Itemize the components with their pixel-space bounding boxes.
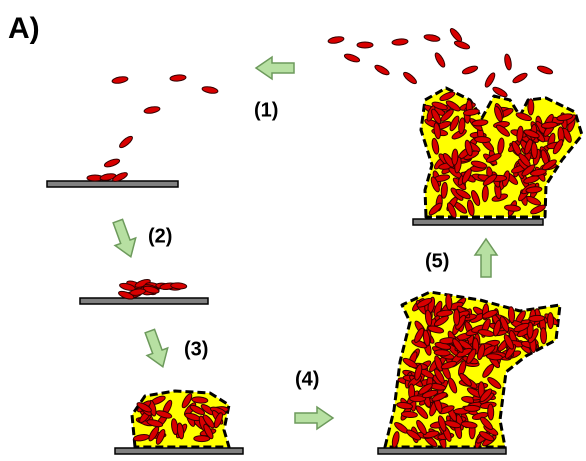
bacterium [540,328,547,344]
bacterium [528,99,534,115]
bacterium [487,404,494,420]
bacterium [482,186,489,202]
bacterium [118,135,134,150]
bacterium [357,42,373,48]
bacterium [512,71,529,84]
bacterium [483,72,496,89]
bacterium [171,282,187,289]
bacterium [328,36,345,45]
bacterium [453,309,459,325]
arrow [108,217,142,260]
bacterium [433,52,446,69]
bacterium [461,64,478,75]
bacterium [392,38,408,45]
step-label: (5) [425,250,449,272]
arrow [256,57,294,79]
bacterium [536,64,553,75]
bacterium [453,39,470,50]
bacterium [194,436,210,442]
step-label: (2) [148,225,172,247]
bacterium [547,313,553,329]
biofilm-diagram: A) (1) (2) (3) (4) (5) [0,0,586,461]
bacterium [112,76,129,85]
arrow [295,407,333,429]
panel-label: A) [8,12,40,45]
bacterium [144,106,161,115]
bacterium [202,86,219,95]
step-label: (1) [254,99,278,121]
step-label: (4) [295,368,319,390]
bacterium [170,74,186,81]
bacterium [464,405,480,411]
bacterium [424,34,441,43]
bacterium [531,142,538,158]
arrow [475,239,497,277]
bacterium [434,349,450,356]
bacterium [445,294,452,310]
bacterium [103,157,120,168]
surface [413,219,543,225]
surface [80,298,208,304]
bacterium [343,52,360,63]
bacterium [401,411,417,418]
bacterium [474,136,490,143]
step-label: (3) [184,338,208,360]
bacterium [451,149,458,165]
surface [47,181,178,187]
surface [115,448,243,454]
arrow [140,327,174,370]
bacterium [529,315,545,322]
bacterium [508,307,515,323]
surface [378,448,506,454]
bacterium [374,63,391,76]
bacterium [402,71,418,86]
bacterium [504,54,513,71]
